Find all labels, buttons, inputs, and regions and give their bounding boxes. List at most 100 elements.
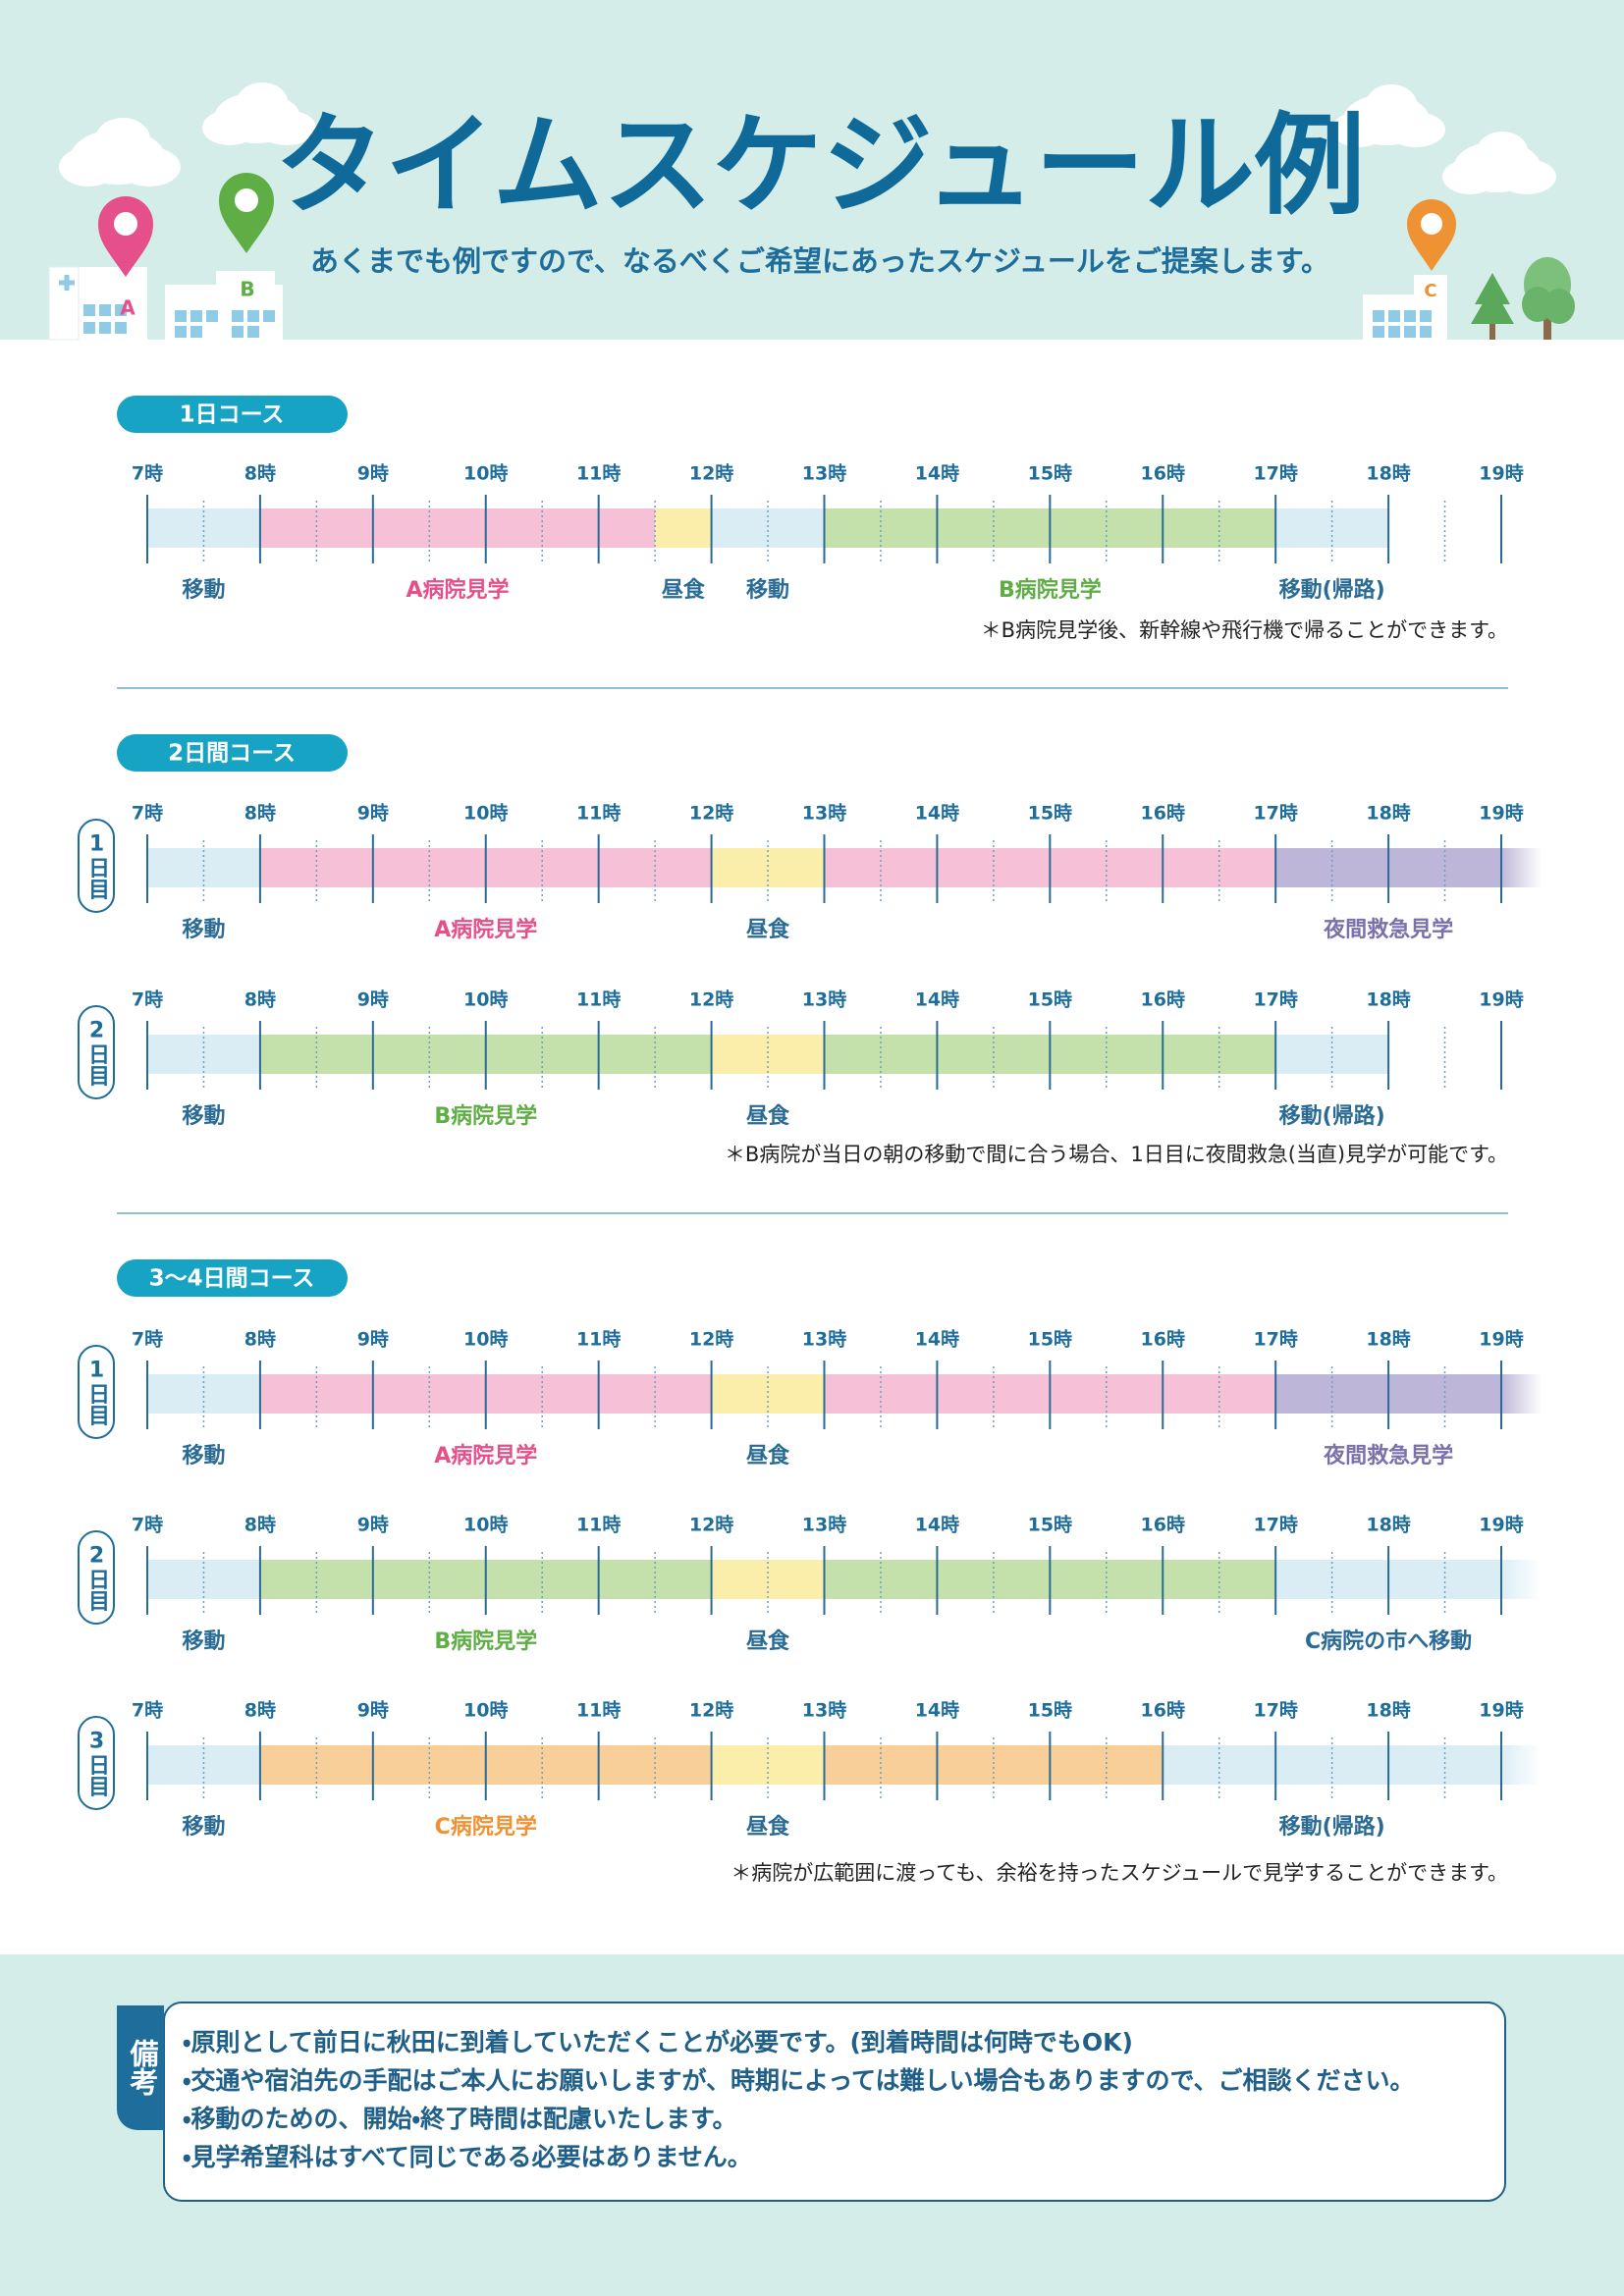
day-label: 1日目	[84, 1359, 109, 1426]
subtitle: あくまでも例ですので、なるべくご希望にあったスケジュールをご提案します。	[310, 244, 1329, 278]
hour-label: 8時	[244, 989, 276, 1011]
segment-label: 昼食	[746, 1629, 789, 1654]
marker-label: C	[1424, 281, 1436, 301]
hour-label: 12時	[689, 989, 733, 1011]
hour-label: 14時	[915, 1329, 959, 1351]
hour-label: 9時	[357, 989, 389, 1011]
remark-item: ・見学希望科はすべて同じである必要はありません。	[183, 2143, 752, 2171]
segment-label: 移動(帰路)	[1279, 577, 1385, 603]
course-name: 1日コース	[180, 402, 285, 428]
day-badge	[78, 1530, 115, 1625]
hour-label: 12時	[689, 1700, 733, 1722]
segment-label: 昼食	[746, 1444, 789, 1468]
hour-label: 14時	[915, 803, 959, 825]
hour-label: 14時	[915, 1515, 959, 1536]
hour-label: 11時	[576, 989, 621, 1011]
segment-label: 昼食	[746, 1815, 789, 1840]
hour-label: 10時	[463, 989, 508, 1011]
hour-label: 16時	[1141, 1700, 1185, 1722]
marker-label: A	[120, 296, 135, 320]
hour-label: 7時	[132, 803, 163, 825]
hour-label: 13時	[802, 1700, 846, 1722]
hour-label: 7時	[132, 1329, 163, 1351]
hour-label: 18時	[1366, 1700, 1410, 1722]
hour-label: 13時	[802, 463, 846, 485]
day-badge	[78, 1005, 115, 1099]
hour-label: 12時	[689, 463, 733, 485]
day-label: 1日目	[84, 832, 109, 900]
course-note: ＊病院が広範囲に渡っても、余裕を持ったスケジュールで見学することができます。	[731, 1861, 1508, 1885]
segment-label: 夜間救急見学	[1323, 1443, 1453, 1468]
day-label: 3日目	[84, 1730, 109, 1797]
remark-item: ・移動のための、開始・終了時間は配慮いたします。	[183, 2105, 737, 2133]
course-name: 2日間コース	[168, 741, 296, 767]
hour-label: 16時	[1141, 803, 1185, 825]
hour-label: 10時	[463, 1329, 508, 1351]
hour-label: 10時	[463, 803, 508, 825]
hour-label: 15時	[1028, 1700, 1072, 1722]
course-pill	[117, 734, 348, 772]
segment-label: 昼食	[746, 918, 789, 942]
hour-label: 18時	[1366, 1515, 1410, 1536]
hour-label: 17時	[1253, 1329, 1297, 1351]
hour-label: 9時	[357, 463, 389, 485]
segment-label: B病院見学	[434, 1103, 537, 1129]
remark-item: ・交通や宿泊先の手配はご本人にお願いしますが、時期によっては難しい場合もあります…	[183, 2066, 1415, 2095]
hour-label: 9時	[357, 1329, 389, 1351]
page-title: タイムスケジュール例	[275, 102, 1365, 230]
hour-label: 11時	[576, 803, 621, 825]
hour-label: 8時	[244, 1515, 276, 1536]
hour-label: 9時	[357, 1700, 389, 1722]
hour-label: 15時	[1028, 803, 1072, 825]
hour-label: 16時	[1141, 989, 1185, 1011]
remarks-label: 備考	[126, 2039, 160, 2096]
segment-label: 昼食	[662, 578, 705, 603]
hour-label: 18時	[1366, 989, 1410, 1011]
hour-label: 7時	[132, 463, 163, 485]
hour-label: 17時	[1253, 1515, 1297, 1536]
segment-label: 移動	[182, 1104, 225, 1129]
remark-item: ・原則として前日に秋田に到着していただくことが必要です。(到着時間は何時でもOK…	[183, 2028, 1133, 2056]
segment-label: 昼食	[746, 1104, 789, 1129]
hour-label: 8時	[244, 803, 276, 825]
course-note: ＊B病院見学後、新幹線や飛行機で帰ることができます。	[981, 618, 1508, 642]
day-badge	[78, 819, 115, 913]
segment-label: A病院見学	[434, 1443, 537, 1468]
hour-label: 15時	[1028, 989, 1072, 1011]
hour-label: 7時	[132, 1515, 163, 1536]
hour-label: 15時	[1028, 1515, 1072, 1536]
segment-label: B病院見学	[999, 577, 1102, 603]
hour-label: 9時	[357, 1515, 389, 1536]
trees	[1471, 257, 1575, 340]
day-label: 2日目	[84, 1544, 109, 1612]
hour-label: 13時	[802, 989, 846, 1011]
schedule-segment	[655, 508, 712, 548]
hour-label: 19時	[1479, 1515, 1523, 1536]
hour-label: 10時	[463, 1700, 508, 1722]
hour-label: 16時	[1141, 1515, 1185, 1536]
day-badge	[78, 1716, 115, 1810]
hour-label: 9時	[357, 803, 389, 825]
segment-label: 移動(帰路)	[1279, 1103, 1385, 1129]
hour-label: 19時	[1479, 1329, 1523, 1351]
hour-label: 16時	[1141, 1329, 1185, 1351]
segment-label: B病院見学	[434, 1629, 537, 1654]
hour-label: 10時	[463, 1515, 508, 1536]
hour-label: 19時	[1479, 463, 1523, 485]
map-pins	[98, 173, 1456, 277]
hour-label: 19時	[1479, 803, 1523, 825]
course-pill	[117, 396, 348, 433]
hour-label: 13時	[802, 1329, 846, 1351]
day-label: 2日目	[84, 1019, 109, 1087]
hour-label: 8時	[244, 1700, 276, 1722]
buildings	[48, 266, 1447, 341]
remarks-list: ・原則として前日に秋田に到着していただくことが必要です。(到着時間は何時でもOK…	[183, 2028, 1415, 2171]
segment-label: 移動(帰路)	[1279, 1814, 1385, 1840]
segment-fade-mask	[1500, 1374, 1542, 1414]
hour-label: 18時	[1366, 803, 1410, 825]
hour-label: 12時	[689, 803, 733, 825]
segment-label: A病院見学	[434, 917, 537, 942]
hour-label: 13時	[802, 803, 846, 825]
